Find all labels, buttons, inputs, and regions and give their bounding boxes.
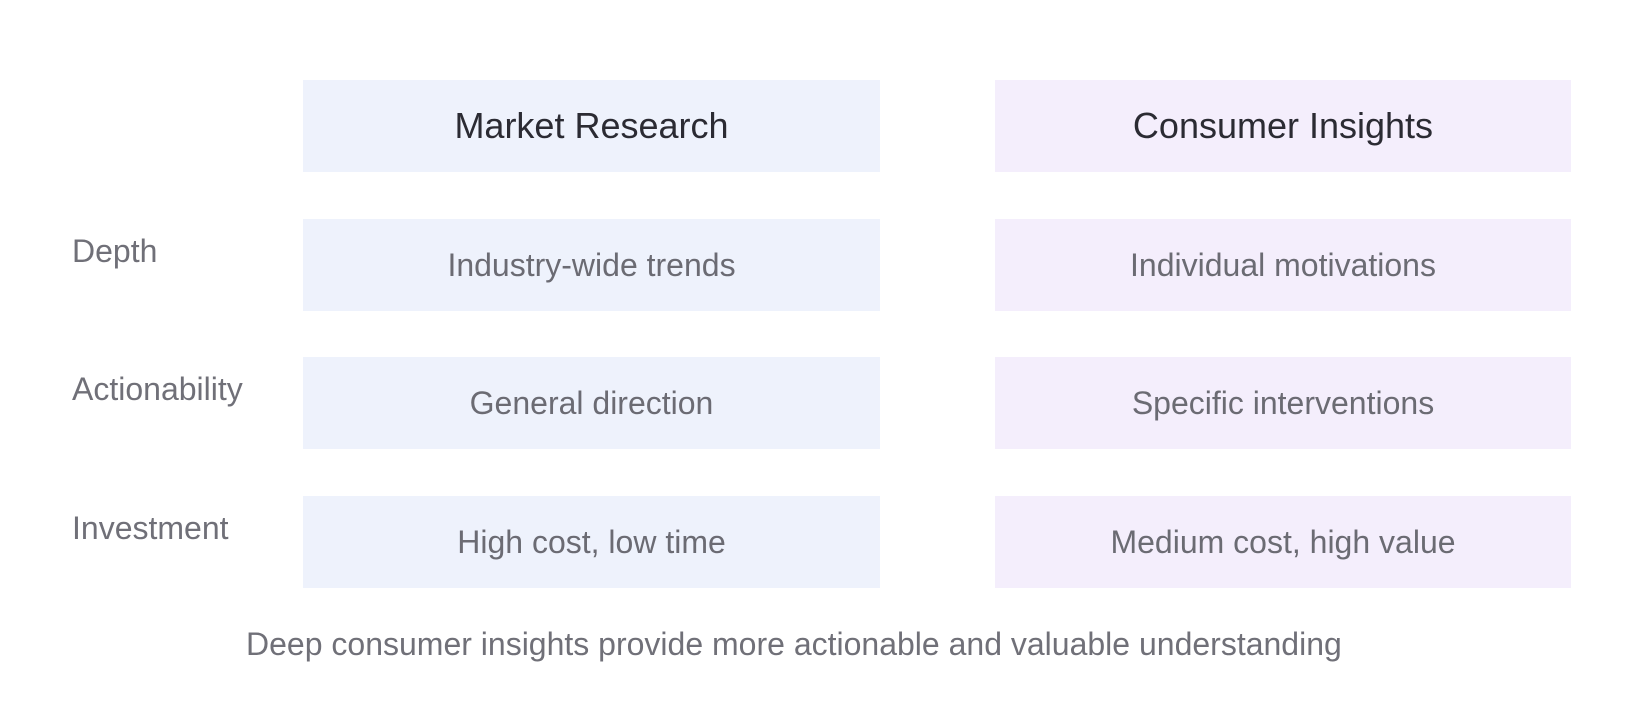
market-research-header: Market Research	[303, 80, 880, 172]
market-actionability-cell: General direction	[303, 357, 880, 449]
consumer-insights-header: Consumer Insights	[995, 80, 1571, 172]
footer-caption: Deep consumer insights provide more acti…	[246, 626, 1342, 662]
row-label-actionability: Actionability	[72, 371, 243, 407]
row-label-depth: Depth	[72, 233, 158, 269]
consumer-actionability-cell: Specific interventions	[995, 357, 1571, 449]
market-investment-cell: High cost, low time	[303, 496, 880, 588]
consumer-depth-cell: Individual motivations	[995, 219, 1571, 311]
row-label-investment: Investment	[72, 510, 229, 546]
market-depth-cell: Industry-wide trends	[303, 219, 880, 311]
consumer-investment-cell: Medium cost, high value	[995, 496, 1571, 588]
